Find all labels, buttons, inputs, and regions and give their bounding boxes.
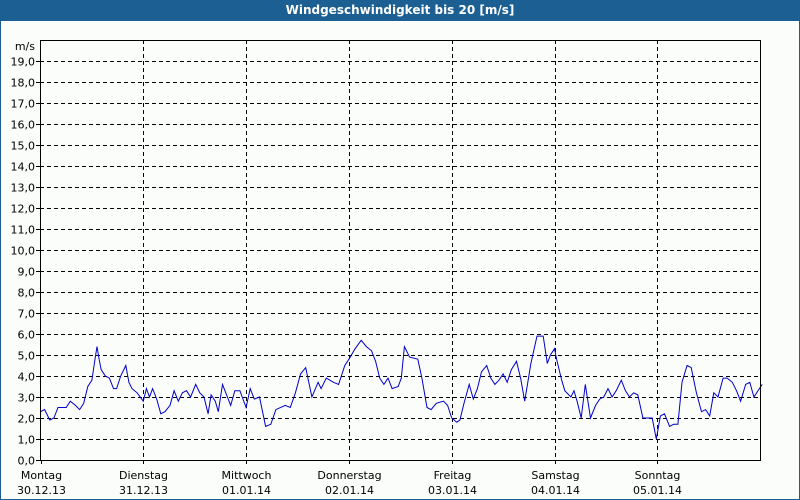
y-tick-label: 3,0 [18, 392, 36, 405]
x-day-label: Dienstag [119, 469, 168, 482]
x-day-label: Donnerstag [317, 469, 381, 482]
chart-title: Windgeschwindigkeit bis 20 [m/s] [0, 0, 800, 21]
x-date-label: 30.12.13 [17, 484, 66, 497]
x-day-label: Sonntag [635, 469, 681, 482]
y-tick-label: 12,0 [11, 203, 36, 216]
x-date-label: 01.01.14 [222, 484, 271, 497]
y-tick-label: 14,0 [11, 161, 36, 174]
x-date-label: 31.12.13 [119, 484, 168, 497]
y-tick-label: 15,0 [11, 140, 36, 153]
y-axis: 0,0 1,0 2,0 3,0 4,0 5,0 6,0 7,0 8,0 9,0 10,0 11,0 12… [11, 56, 40, 468]
y-tick-label: 1,0 [18, 434, 36, 447]
x-day-label: Mittwoch [222, 469, 272, 482]
grid-lines [40, 40, 760, 460]
x-date-label: 05.01.14 [633, 484, 682, 497]
y-tick-label: 13,0 [11, 182, 36, 195]
y-tick-label: 9,0 [18, 266, 36, 279]
y-tick-label: 11,0 [11, 224, 36, 237]
y-tick-label: 18,0 [11, 77, 36, 90]
plot-area-border [40, 40, 761, 461]
y-tick-label: 17,0 [11, 98, 36, 111]
x-day-label: Samstag [531, 469, 579, 482]
x-day-label: Montag [21, 469, 62, 482]
x-date-label: 04.01.14 [531, 484, 580, 497]
x-date-label: 02.01.14 [325, 484, 374, 497]
y-tick-label: 7,0 [18, 308, 36, 321]
y-tick-label: 4,0 [18, 371, 36, 384]
y-tick-label: 10,0 [11, 245, 36, 258]
wind-speed-line [40, 335, 763, 440]
y-tick-label: 16,0 [11, 119, 36, 132]
y-tick-label: 5,0 [18, 350, 36, 363]
y-axis-unit: m/s [15, 40, 35, 53]
x-date-label: 03.01.14 [428, 484, 477, 497]
y-tick-label: 19,0 [11, 56, 36, 69]
y-tick-label: 0,0 [18, 455, 36, 468]
x-day-label: Freitag [434, 469, 472, 482]
y-tick-label: 6,0 [18, 329, 36, 342]
x-axis: Montag 30.12.13 Dienstag 31.12.13 Mittwoch 01… [17, 460, 682, 497]
y-tick-label: 2,0 [18, 413, 36, 426]
y-tick-label: 8,0 [18, 287, 36, 300]
